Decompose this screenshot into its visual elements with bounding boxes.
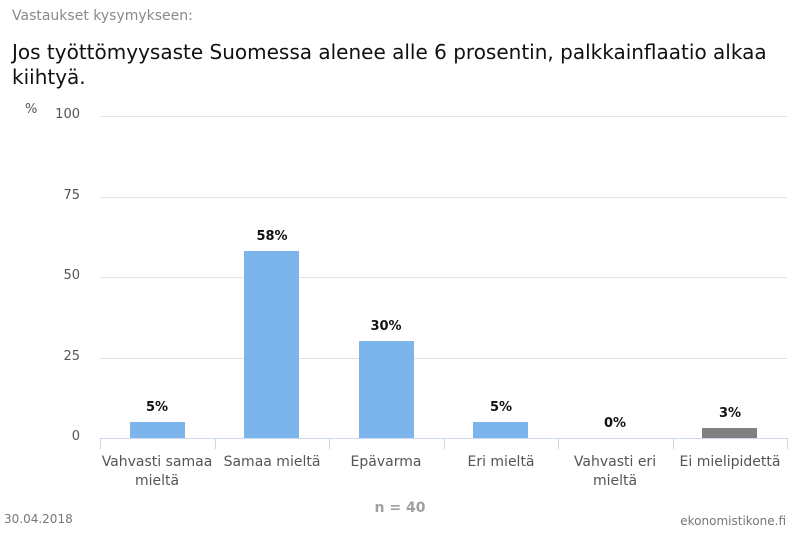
bar-value-label: 5% (489, 400, 513, 415)
y-tick-75: 75 (63, 188, 80, 203)
x-tick-mark (329, 438, 330, 449)
y-tick-100: 100 (55, 107, 80, 122)
x-tick-mark (787, 438, 788, 449)
x-category-label: Eri mieltä (467, 454, 535, 470)
bar[interactable] (244, 251, 299, 438)
bar-value-label: 58% (256, 229, 288, 244)
bar-value-label: 30% (370, 319, 402, 334)
chart-subtitle: Vastaukset kysymykseen: (12, 8, 193, 24)
y-tick-0: 0 (71, 429, 80, 444)
y-tick-25: 25 (63, 349, 80, 364)
x-tick-mark (558, 438, 559, 449)
gridline-50 (100, 277, 787, 278)
bar[interactable] (130, 422, 185, 438)
bar[interactable] (702, 428, 757, 438)
x-tick-mark (215, 438, 216, 449)
sample-size-label: n = 40 (374, 500, 426, 516)
y-tick-50: 50 (63, 268, 80, 283)
gridline-25 (100, 358, 787, 359)
x-tick-mark (100, 438, 101, 449)
y-axis-unit-label: % (25, 102, 38, 117)
x-axis-baseline (100, 438, 787, 439)
bar[interactable] (473, 422, 528, 438)
x-category-label: Vahvasti eri mieltä (573, 454, 657, 489)
x-tick-mark (673, 438, 674, 449)
x-category-label: Vahvasti samaa mieltä (101, 454, 213, 489)
x-category-label: Samaa mieltä (223, 454, 321, 470)
x-tick-mark (444, 438, 445, 449)
bar-value-label: 5% (145, 400, 169, 415)
chart-title: Jos työttömyysaste Suomessa alenee alle … (12, 40, 767, 89)
date-label: 30.04.2018 (4, 512, 73, 526)
gridline-100 (100, 116, 787, 117)
x-category-label: Epävarma (350, 454, 422, 470)
x-category-label: Ei mielipidettä (679, 454, 781, 470)
gridline-75 (100, 197, 787, 198)
bar[interactable] (359, 341, 414, 438)
bar-value-label: 3% (718, 406, 742, 421)
bar-value-label: 0% (603, 416, 627, 431)
source-label: ekonomistikone.fi (680, 514, 786, 528)
